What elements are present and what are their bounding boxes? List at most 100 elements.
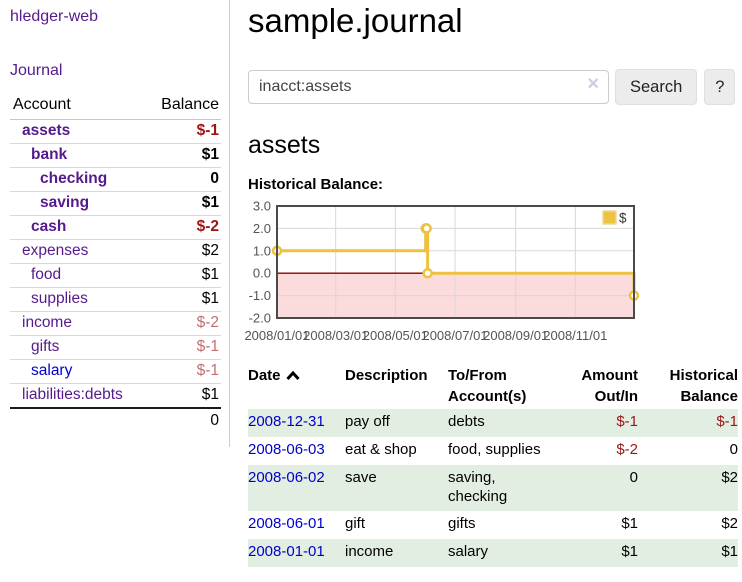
help-button[interactable]: ? [704, 69, 736, 106]
account-balance: $-2 [145, 311, 221, 336]
register-date-link[interactable]: 2008-06-02 [248, 468, 325, 486]
account-link[interactable]: gifts [31, 338, 60, 355]
x-tick-label: 2008/05/01 [363, 328, 428, 343]
accounts-header-row: Account Balance [10, 93, 221, 120]
register-header-amount: Amount Out/In [560, 363, 638, 409]
account-link[interactable]: expenses [22, 242, 89, 259]
sidebar-item-journal[interactable]: Journal [10, 62, 63, 79]
accounts-total-row: 0 [10, 407, 221, 433]
register-accounts-line: checking [448, 487, 508, 505]
account-balance: 0 [145, 167, 221, 192]
chart-canvas: 3.0 2.0 1.0 0.0 -1.0 -2.0 2008/01/012008/03/01… [244, 201, 640, 343]
account-link[interactable]: income [22, 314, 72, 331]
register-accounts-line: salary [448, 543, 489, 561]
register-accounts: debts [448, 409, 560, 437]
account-row: food $1 [10, 263, 221, 288]
plot-border [276, 205, 635, 320]
register-balance: $2 [721, 468, 738, 486]
register-date-cell: 2008-06-03 [248, 437, 345, 465]
account-row: income $-2 [10, 311, 221, 336]
account-balance: $1 [145, 143, 221, 168]
register-header-label: Description [345, 367, 428, 385]
register-header-balance: Historical Balance [638, 363, 738, 409]
account-cell: salary [10, 359, 146, 384]
account-link[interactable]: saving [40, 194, 90, 211]
x-tick-label: 2008/03/01 [303, 328, 368, 343]
sidebar: hledger-web Journal Account Balance asse… [0, 0, 230, 447]
register-balance: $-1 [716, 413, 738, 431]
register-accounts: saving, checking [448, 465, 560, 512]
y-tick-label: -1.0 [249, 288, 271, 303]
register-description: pay off [345, 413, 390, 431]
account-balance: $-1 [145, 335, 221, 360]
register-accounts-line: food, supplies [448, 441, 541, 459]
register-table: Date Description To/From Account(s) Amount Ou… [248, 363, 738, 567]
sort-ascending-icon [285, 366, 300, 387]
account-link[interactable]: supplies [31, 290, 88, 307]
account-cell: income [10, 311, 146, 336]
register-row: 2008-06-03 eat & shop food, supplies $-2 0 [248, 437, 738, 465]
register-amount: $-1 [616, 413, 638, 431]
main-content: sample.journal × Search ? assets Histori… [230, 0, 742, 567]
x-tick-label: 2008/11/01 [543, 328, 607, 343]
account-row: assets $-1 [10, 120, 221, 144]
register-accounts-line: saving, [448, 468, 496, 486]
account-row: salary $-1 [10, 359, 221, 384]
register-date-link[interactable]: 2008-12-31 [248, 413, 325, 431]
register-header-date[interactable]: Date [248, 363, 345, 409]
register-date-link[interactable]: 2008-01-01 [248, 543, 325, 561]
register-date-cell: 2008-06-01 [248, 511, 345, 539]
register-row: 2008-12-31 pay off debts $-1 $-1 [248, 409, 738, 438]
hledger-web-app: hledger-web Journal Account Balance asse… [0, 0, 742, 567]
register-balance: $1 [721, 543, 738, 561]
register-header-label: Date [248, 367, 281, 385]
account-row: checking 0 [10, 167, 221, 192]
account-link[interactable]: food [31, 266, 62, 283]
account-cell: gifts [10, 335, 146, 360]
register-date-cell: 2008-01-01 [248, 539, 345, 567]
search-form: × Search ? [248, 69, 742, 106]
account-cell: saving [10, 191, 146, 216]
account-link[interactable]: assets [22, 122, 71, 139]
register-amount: $1 [621, 515, 638, 533]
search-input-wrap: × [248, 70, 609, 105]
accounts-header-account: Account [10, 93, 146, 120]
account-row: liabilities:debts $1 [10, 383, 221, 408]
register-row: 2008-06-01 gift gifts $1 $2 [248, 511, 738, 539]
register-date-cell: 2008-06-02 [248, 465, 345, 512]
register-header-label: Out/In [594, 388, 638, 406]
account-cell: checking [10, 167, 146, 192]
account-cell: cash [10, 215, 146, 240]
y-tick-label: 0.0 [253, 266, 271, 281]
accounts-total-spacer [10, 407, 146, 433]
brand-link[interactable]: hledger-web [10, 8, 99, 25]
register-date-link[interactable]: 2008-06-03 [248, 441, 325, 459]
register-header-label: Amount [581, 367, 638, 385]
account-cell: liabilities:debts [10, 383, 146, 408]
register-date-link[interactable]: 2008-06-01 [248, 515, 325, 533]
register-date-cell: 2008-12-31 [248, 409, 345, 437]
register-header-label: To/From [448, 367, 507, 385]
search-button[interactable]: Search [615, 69, 698, 106]
register-header-row: Date Description To/From Account(s) Amount Ou… [248, 363, 738, 409]
account-link[interactable]: liabilities:debts [22, 386, 123, 403]
accounts-table: Account Balance assets $-1 bank $1 checking 0… [10, 93, 221, 433]
account-link[interactable]: cash [31, 218, 67, 235]
account-link[interactable]: bank [31, 146, 68, 163]
legend-label: $ [619, 211, 627, 226]
account-link[interactable]: salary [31, 362, 73, 379]
account-balance: $1 [145, 263, 221, 288]
x-tick-label: 2008/01/01 [244, 328, 309, 343]
register-header-label: Account(s) [448, 388, 527, 406]
account-cell: bank [10, 143, 146, 168]
register-accounts: salary [448, 539, 560, 567]
search-input[interactable] [248, 70, 609, 105]
clear-search-icon[interactable]: × [587, 73, 599, 96]
account-row: cash $-2 [10, 215, 221, 240]
register-description: income [345, 543, 394, 561]
y-tick-label: 1.0 [253, 244, 271, 259]
account-balance: $1 [145, 191, 221, 216]
account-link[interactable]: checking [40, 170, 108, 187]
x-tick-label: 2008/07/01 [422, 328, 487, 343]
register-header-accounts: To/From Account(s) [448, 363, 560, 409]
